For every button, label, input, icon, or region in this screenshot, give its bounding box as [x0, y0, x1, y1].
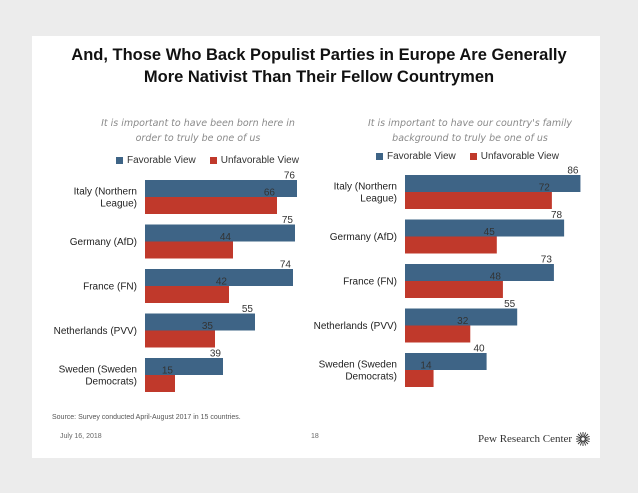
left-bar-favorable: [145, 269, 293, 286]
right-data-label: 55: [504, 299, 516, 310]
left-bar-favorable: [145, 180, 297, 197]
right-data-label: 32: [457, 316, 469, 327]
slide-panel: [32, 36, 600, 458]
left-category-label: Italy (Northern: [74, 187, 137, 198]
left-category-label: Germany (AfD): [70, 237, 137, 248]
right-data-label: 78: [551, 210, 563, 221]
right-bar-unfavorable: [405, 236, 497, 254]
right-data-label: 40: [473, 344, 485, 355]
left-data-label: 76: [284, 171, 296, 182]
left-data-label: 15: [162, 366, 174, 377]
legend-swatch-unfavorable: [209, 157, 217, 164]
legend-swatch-unfavorable: [469, 153, 477, 160]
left-bar-unfavorable: [145, 375, 175, 392]
legend-swatch-favorable: [376, 153, 383, 160]
left-data-label: 74: [280, 260, 292, 271]
right-category-label: Democrats): [345, 372, 397, 383]
legend-label-favorable: Favorable View: [127, 155, 196, 166]
right-data-label: 73: [541, 255, 553, 266]
right-data-label: 48: [490, 272, 502, 283]
slide-date: July 16, 2018: [60, 433, 102, 440]
left-data-label: 42: [216, 277, 228, 288]
right-category-label: Netherlands (PVV): [314, 321, 397, 332]
right-bar-unfavorable: [405, 325, 471, 343]
left-category-label: France (FN): [83, 282, 137, 293]
brand-name: Pew Research Center: [478, 433, 573, 445]
right-bar-favorable: [405, 175, 581, 192]
left-bar-unfavorable: [145, 241, 233, 259]
right-chart-legend: Favorable View Unfavorable View: [376, 151, 559, 162]
right-data-label: 72: [539, 183, 551, 194]
right-bar-unfavorable: [405, 281, 503, 298]
title-line-1: And, Those Who Back Populist Parties in …: [71, 46, 567, 64]
right-bar-unfavorable: [405, 370, 434, 387]
left-chart-legend: Favorable View Unfavorable View: [116, 155, 299, 166]
left-data-label: 55: [242, 304, 254, 315]
right-data-label: 45: [484, 227, 496, 238]
right-bar-favorable: [405, 219, 565, 237]
right-subtitle-line-2: background to truly be one of us: [392, 133, 548, 144]
legend-label-unfavorable: Unfavorable View: [220, 155, 299, 166]
sunburst-icon: [576, 432, 591, 446]
left-category-label: Sweden (Sweden: [59, 365, 137, 376]
left-bar-favorable: [145, 313, 255, 331]
page-number: 18: [311, 433, 319, 440]
left-chart-subtitle: It is important to have been born here i…: [88, 116, 308, 146]
left-bar-unfavorable: [145, 330, 215, 348]
left-subtitle-line-1: It is important to have been born here i…: [101, 118, 295, 129]
right-category-label: France (FN): [343, 277, 397, 288]
right-bar-favorable: [405, 308, 518, 326]
right-subtitle-line-1: It is important to have our country's fa…: [368, 118, 572, 129]
left-bar-unfavorable: [145, 197, 277, 214]
right-bar-favorable: [405, 264, 554, 281]
slide-title: And, Those Who Back Populist Parties in …: [0, 44, 638, 88]
right-category-label: Italy (Northern: [334, 182, 397, 193]
right-data-label: 14: [420, 361, 432, 372]
source-note: Source: Survey conducted April-August 20…: [52, 414, 241, 421]
right-bar-unfavorable: [405, 192, 552, 209]
legend-item-favorable: Favorable View: [116, 155, 196, 166]
right-category-label: Sweden (Sweden: [319, 360, 397, 371]
left-bar-unfavorable: [145, 286, 229, 303]
left-data-label: 35: [202, 321, 214, 332]
left-data-label: 39: [210, 349, 222, 360]
legend-label-favorable: Favorable View: [387, 151, 456, 162]
right-data-label: 86: [567, 166, 579, 177]
left-data-label: 66: [264, 188, 276, 199]
left-category-label: League): [100, 199, 137, 210]
right-category-label: Germany (AfD): [330, 232, 397, 243]
left-data-label: 75: [282, 215, 294, 226]
legend-item-favorable: Favorable View: [376, 151, 456, 162]
pew-logo: Pew Research Center: [478, 431, 591, 447]
left-subtitle-line-2: order to truly be one of us: [135, 133, 261, 144]
legend-item-unfavorable: Unfavorable View: [469, 151, 559, 162]
left-data-label: 44: [220, 232, 232, 243]
title-line-2: More Nativist Than Their Fellow Countrym…: [143, 68, 495, 86]
legend-item-unfavorable: Unfavorable View: [209, 155, 299, 166]
left-category-label: Netherlands (PVV): [54, 326, 137, 337]
right-bar-favorable: [405, 353, 487, 370]
left-bar-favorable: [145, 224, 295, 242]
left-category-label: Democrats): [85, 377, 137, 388]
legend-label-unfavorable: Unfavorable View: [480, 151, 559, 162]
left-bar-favorable: [145, 358, 223, 375]
right-category-label: League): [360, 194, 397, 205]
right-chart-subtitle: It is important to have our country's fa…: [350, 116, 590, 146]
legend-swatch-favorable: [116, 157, 123, 164]
